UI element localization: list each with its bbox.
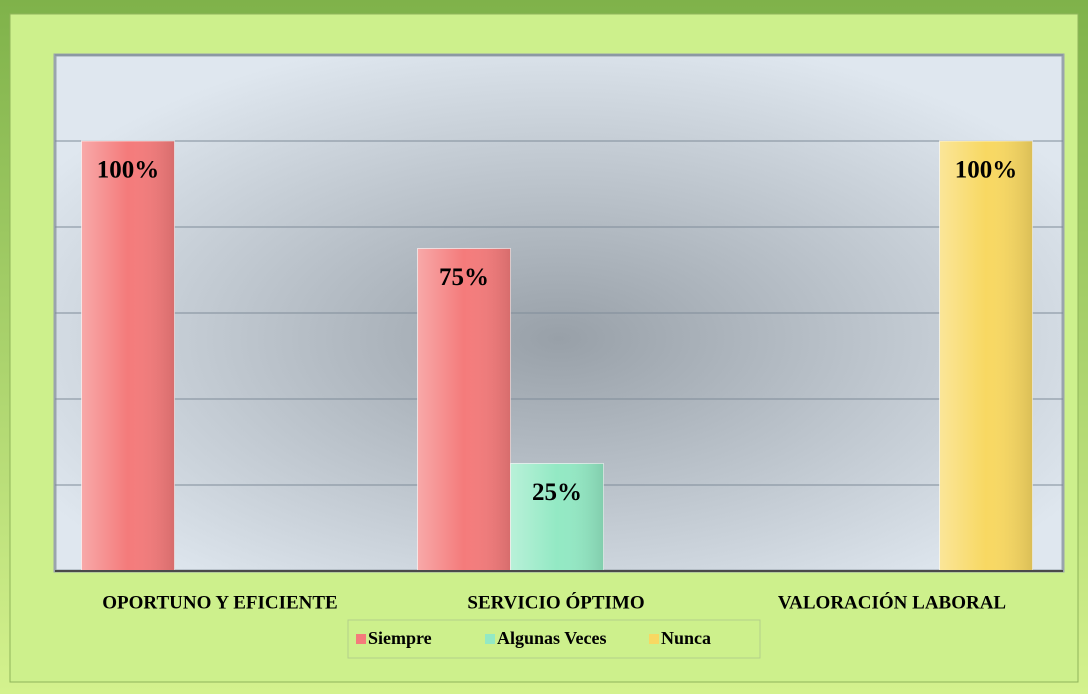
legend-swatch (649, 634, 659, 644)
x-tick-label: SERVICIO ÓPTIMO (467, 591, 644, 613)
bar-shade (417, 248, 511, 571)
legend-label: Siempre (368, 628, 432, 648)
data-label: 100% (955, 157, 1018, 184)
bar-shade (81, 141, 175, 571)
legend-box (347, 619, 761, 659)
x-tick-label: OPORTUNO Y EFICIENTE (102, 592, 337, 613)
data-label: 100% (97, 157, 160, 184)
x-tick-label: VALORACIÓN LABORAL (778, 591, 1006, 613)
bar-shade (510, 463, 604, 571)
data-label: 75% (439, 264, 489, 291)
bar-shade (939, 141, 1033, 571)
legend-swatch (485, 634, 495, 644)
legend-label: Algunas Veces (497, 628, 607, 648)
data-label: 25% (532, 479, 582, 506)
legend-label: Nunca (661, 628, 711, 648)
legend-swatch (356, 634, 366, 644)
